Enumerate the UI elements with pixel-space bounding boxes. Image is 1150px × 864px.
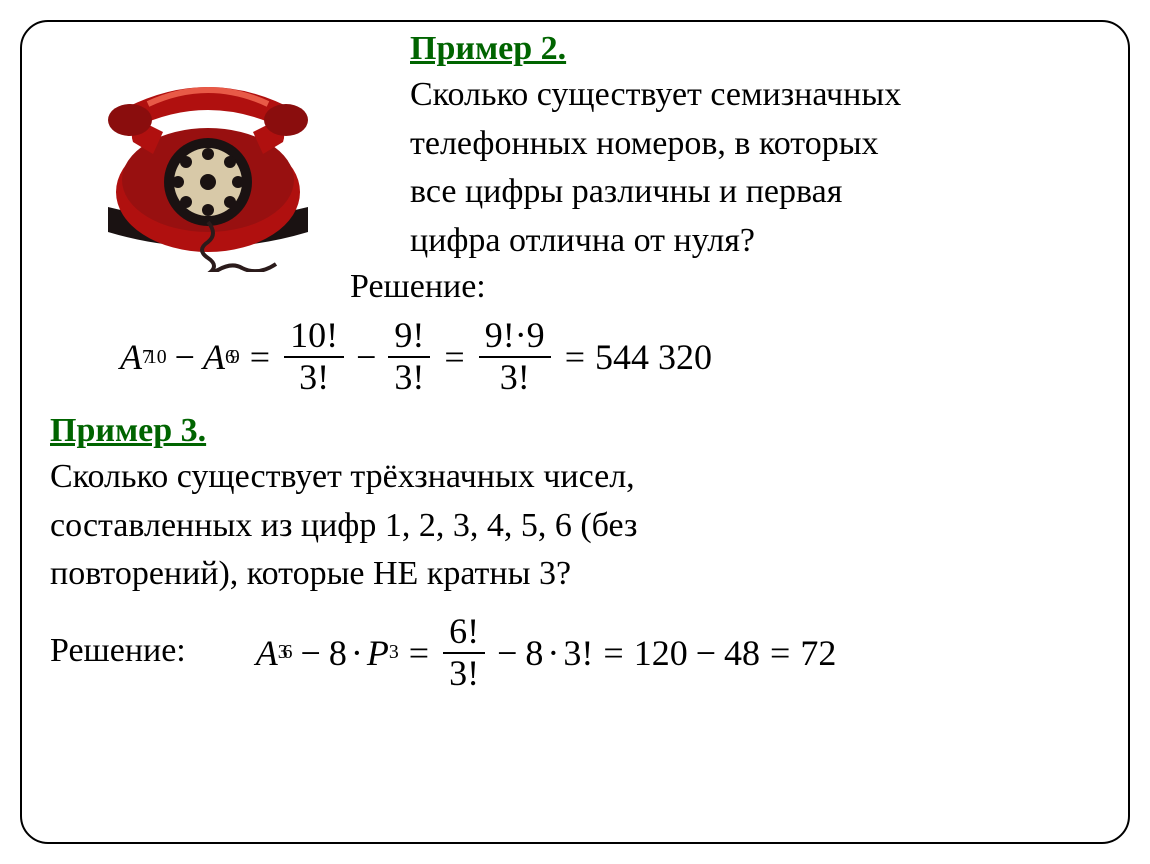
frac-2: 9! 3! — [388, 316, 430, 397]
example-2-heading: Пример 2. — [410, 30, 1100, 68]
example-3-solution-row: Решение: A36 − 8 · P3 = 6! 3! − 8 · — [50, 602, 1100, 704]
ex3-termA-base: A — [256, 632, 278, 674]
page: Пример 2. Сколько существует семизначных… — [0, 0, 1150, 864]
example-3-solution-label: Решение: — [50, 632, 186, 670]
minus-1: − — [175, 336, 195, 378]
ex3-partB: 48 — [724, 632, 760, 674]
ex3-minus-1: − — [301, 632, 321, 674]
example-3-formula: A36 − 8 · P3 = 6! 3! − 8 · 3! = — [256, 608, 837, 698]
frac-3: 9!·9 3! — [479, 316, 551, 397]
ex3-partA: 120 — [634, 632, 688, 674]
example-3-line1: Сколько существует трёхзначных чисел, — [50, 456, 1100, 499]
ex2-result: 544 320 — [595, 336, 712, 378]
frac1-num: 10! — [284, 316, 344, 356]
example-3-block: Пример 3. Сколько существует трёхзначных… — [50, 412, 1100, 704]
ex3-frac1-num: 6! — [443, 612, 485, 652]
ex3-coeff: 8 — [329, 632, 347, 674]
telephone-icon — [78, 62, 338, 272]
termA-sub: 10 — [147, 346, 167, 369]
minus-2: − — [356, 336, 376, 378]
example-2-block: Пример 2. Сколько существует семизначных… — [50, 22, 1100, 402]
example-2-line4: цифра отлична от нуля? — [410, 220, 1100, 263]
eq-1: = — [250, 336, 270, 378]
ex3-coeff2: 8 — [525, 632, 543, 674]
ex3-frac-1: 6! 3! — [443, 612, 485, 693]
frac-1: 10! 3! — [284, 316, 344, 397]
ex3-termP-base: P — [367, 632, 389, 674]
frac2-den: 3! — [388, 358, 430, 398]
ex3-termA-sub: 6 — [283, 641, 293, 664]
termB-base: A — [203, 336, 225, 378]
eq-2: = — [444, 336, 464, 378]
ex3-dot2: · — [547, 632, 559, 674]
ex3-dot1: · — [351, 632, 363, 674]
frac3-num: 9!·9 — [479, 316, 551, 356]
ex3-termP-sub: 3 — [389, 641, 399, 664]
example-2-line2: телефонных номеров, в которых — [410, 123, 1100, 166]
content-frame: Пример 2. Сколько существует семизначных… — [20, 20, 1130, 844]
frac1-den: 3! — [293, 358, 335, 398]
example-2-line1: Сколько существует семизначных — [410, 74, 1100, 117]
frac3-den: 3! — [494, 358, 536, 398]
ex3-minus-2: − — [497, 632, 517, 674]
termA-base: A — [120, 336, 142, 378]
ex3-minus-3: − — [696, 632, 716, 674]
ex3-eq-3: = — [770, 632, 790, 674]
ex3-eq-1: = — [409, 632, 429, 674]
example-2-solution-label: Решение: — [350, 268, 1100, 306]
ex3-result: 72 — [800, 632, 836, 674]
example-3-line2: составленных из цифр 1, 2, 3, 4, 5, 6 (б… — [50, 505, 1100, 548]
frac2-num: 9! — [388, 316, 430, 356]
example-2-text: Пример 2. Сколько существует семизначных… — [410, 30, 1100, 262]
ex3-threefac: 3! — [563, 632, 593, 674]
termB-sub: 9 — [230, 346, 240, 369]
example-3-line3: повторений), которые НЕ кратны 3? — [50, 553, 1100, 596]
ex3-frac1-den: 3! — [443, 654, 485, 694]
example-3-heading: Пример 3. — [50, 412, 1100, 450]
example-2-formula: A710 − A69 = 10! 3! − 9! 3! = 9!·9 — [120, 312, 1100, 402]
eq-3: = — [565, 336, 585, 378]
example-2-line3: все цифры различны и первая — [410, 171, 1100, 214]
ex3-eq-2: = — [603, 632, 623, 674]
